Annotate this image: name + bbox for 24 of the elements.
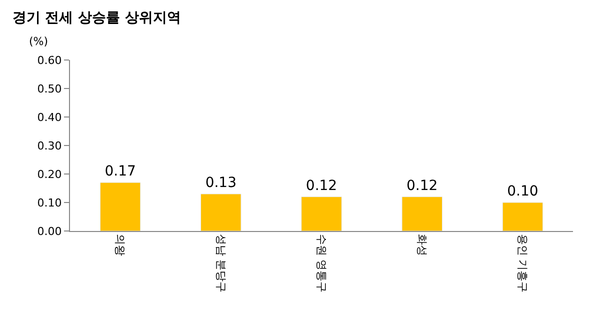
x-tick-label: 성남 분당구 xyxy=(214,234,228,293)
bar xyxy=(200,194,242,231)
y-tick-label: 0.40 xyxy=(37,110,62,124)
x-tick-label: 의왕 xyxy=(114,234,127,256)
bar xyxy=(301,196,342,231)
data-label: 0.10 xyxy=(507,184,538,200)
y-tick-label: 0.30 xyxy=(37,139,62,152)
data-label: 0.12 xyxy=(306,178,338,194)
data-label: 0.17 xyxy=(104,164,136,180)
data-label: 0.13 xyxy=(205,174,236,191)
y-tick-label: 0.50 xyxy=(37,82,62,96)
x-tick-label: 용인 기흥구 xyxy=(516,234,530,293)
x-tick-label: 화성 xyxy=(416,234,429,256)
x-tick-label: 수원 영통구 xyxy=(314,234,328,293)
y-tick-label: 0.60 xyxy=(37,54,62,67)
chart-title: 경기 전세 상승률 상위지역 xyxy=(12,10,181,26)
y-tick-label: 0.00 xyxy=(37,224,62,238)
bar xyxy=(502,202,544,231)
bar xyxy=(402,196,442,231)
data-label: 0.12 xyxy=(406,178,438,194)
y-tick-label: 0.10 xyxy=(37,196,62,210)
bar xyxy=(100,182,141,231)
y-tick-label: 0.20 xyxy=(37,168,62,181)
y-axis-title: (%) xyxy=(29,35,48,48)
